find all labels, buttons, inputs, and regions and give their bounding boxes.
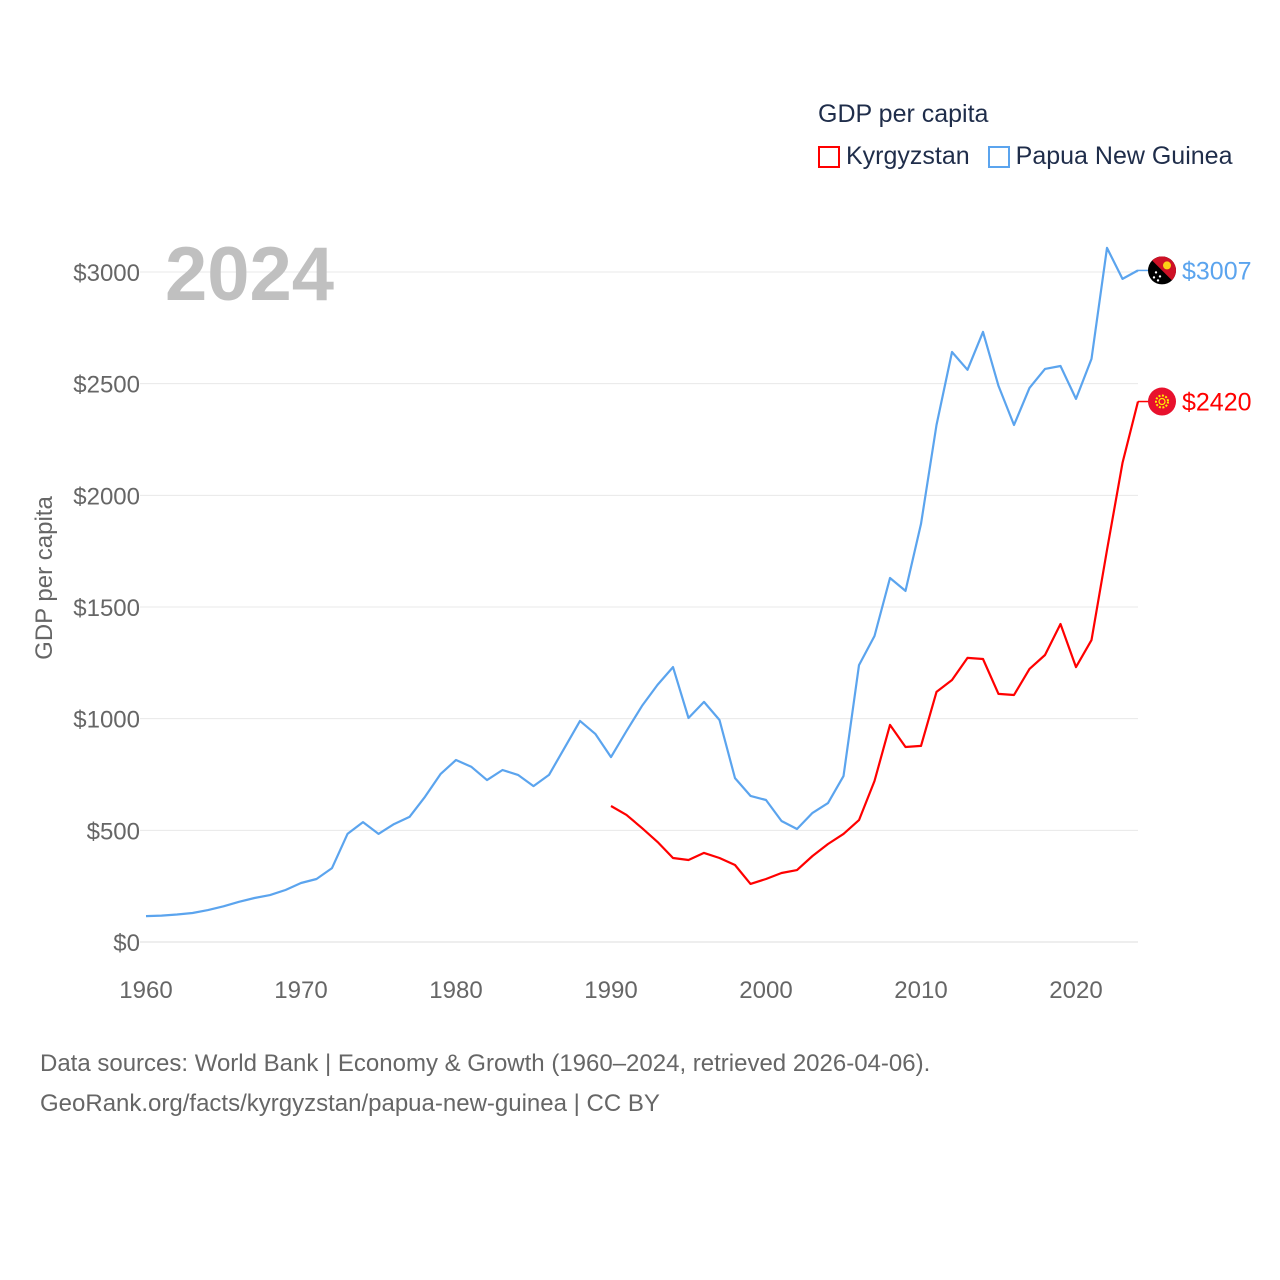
y-tick-label: $2500 [73,372,140,399]
attribution-text: GeoRank.org/facts/kyrgyzstan/papua-new-g… [40,1090,660,1117]
y-tick-label: $0 [113,930,140,957]
x-tick-label: 1980 [429,977,482,1004]
y-tick-label: $3000 [73,260,140,287]
series-line-kyrgyzstan [610,401,1140,886]
legend-label: Kyrgyzstan [846,142,970,170]
data-source-text: Data sources: World Bank | Economy & Gro… [40,1050,931,1077]
x-tick-label: 1970 [274,977,327,1004]
y-tick-label: $2000 [73,483,140,510]
footer: Data sources: World Bank | Economy & Gro… [40,1044,930,1124]
papua-new-guinea-flag-icon [1148,256,1176,285]
x-tick-label: 2020 [1049,977,1102,1004]
legend-title: GDP per capita [818,100,989,128]
series-line-papua-new-guinea [145,246,1139,918]
year-label: 2024 [165,232,334,317]
y-tick-label: $1500 [73,595,140,622]
legend-swatch-papua-new-guinea [987,145,1010,168]
end-value-label: $2420 [1182,389,1252,417]
x-tick-label: 2000 [739,977,792,1004]
x-tick-label: 2010 [894,977,947,1004]
x-tick-label: 1990 [584,977,637,1004]
kyrgyzstan-flag-icon [1148,387,1176,416]
y-tick-label: $1000 [73,707,140,734]
legend-item-papua-new-guinea[interactable]: Papua New Guinea [987,142,1233,171]
legend-swatch-kyrgyzstan [818,145,840,168]
legend-label: Papua New Guinea [1015,142,1233,170]
legend-item-kyrgyzstan[interactable]: Kyrgyzstan [818,142,970,171]
x-tick-label: 1960 [119,977,172,1004]
legend: Kyrgyzstan Papua New Guinea [818,142,1232,171]
y-axis-label: GDP per capita [31,496,58,660]
y-tick-label: $500 [87,818,140,845]
end-value-label: $3007 [1182,257,1252,285]
